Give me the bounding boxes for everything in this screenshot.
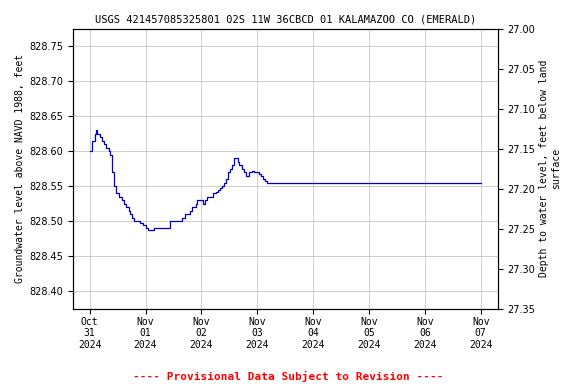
Title: USGS 421457085325801 02S 11W 36CBCD 01 KALAMAZOO CO (EMERALD): USGS 421457085325801 02S 11W 36CBCD 01 K… xyxy=(94,15,476,25)
Text: ---- Provisional Data Subject to Revision ----: ---- Provisional Data Subject to Revisio… xyxy=(132,371,444,382)
Y-axis label: Depth to water level, feet below land
surface: Depth to water level, feet below land su… xyxy=(539,60,561,278)
Y-axis label: Groundwater level above NAVD 1988, feet: Groundwater level above NAVD 1988, feet xyxy=(15,54,25,283)
